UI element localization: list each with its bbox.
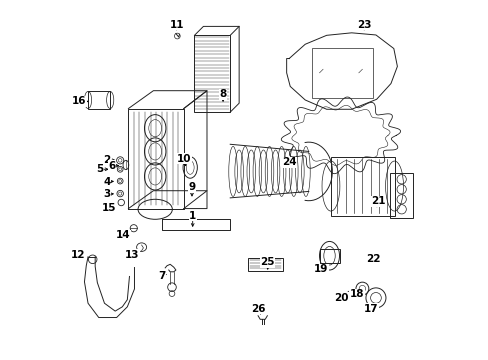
Text: 10: 10 — [176, 154, 191, 163]
Text: 4: 4 — [103, 177, 110, 187]
Text: 9: 9 — [188, 182, 195, 192]
Bar — [311, 48, 372, 98]
Text: 26: 26 — [251, 303, 265, 314]
Bar — [247, 257, 283, 271]
Text: 1: 1 — [189, 211, 196, 221]
Text: 21: 21 — [370, 197, 385, 206]
Bar — [389, 173, 413, 217]
Text: 22: 22 — [365, 253, 380, 264]
Text: 13: 13 — [124, 250, 139, 260]
Text: 7: 7 — [158, 271, 165, 282]
Bar — [319, 249, 339, 263]
Text: 17: 17 — [363, 303, 378, 314]
Bar — [194, 35, 230, 112]
Text: 6: 6 — [108, 161, 116, 171]
Text: 14: 14 — [116, 230, 130, 240]
Text: 18: 18 — [349, 289, 364, 299]
Text: 25: 25 — [260, 257, 274, 267]
Bar — [88, 91, 110, 109]
Text: 16: 16 — [72, 96, 86, 107]
Text: 5: 5 — [96, 164, 103, 174]
Text: 15: 15 — [102, 203, 116, 213]
Text: 23: 23 — [356, 19, 371, 30]
Text: 2: 2 — [103, 156, 110, 165]
Text: 19: 19 — [313, 264, 328, 274]
Text: 20: 20 — [333, 293, 347, 303]
Text: 24: 24 — [281, 157, 296, 167]
Text: 12: 12 — [71, 250, 85, 260]
Text: 11: 11 — [169, 19, 183, 30]
Bar — [330, 157, 394, 216]
Text: 3: 3 — [103, 189, 110, 199]
Text: 8: 8 — [219, 89, 226, 99]
